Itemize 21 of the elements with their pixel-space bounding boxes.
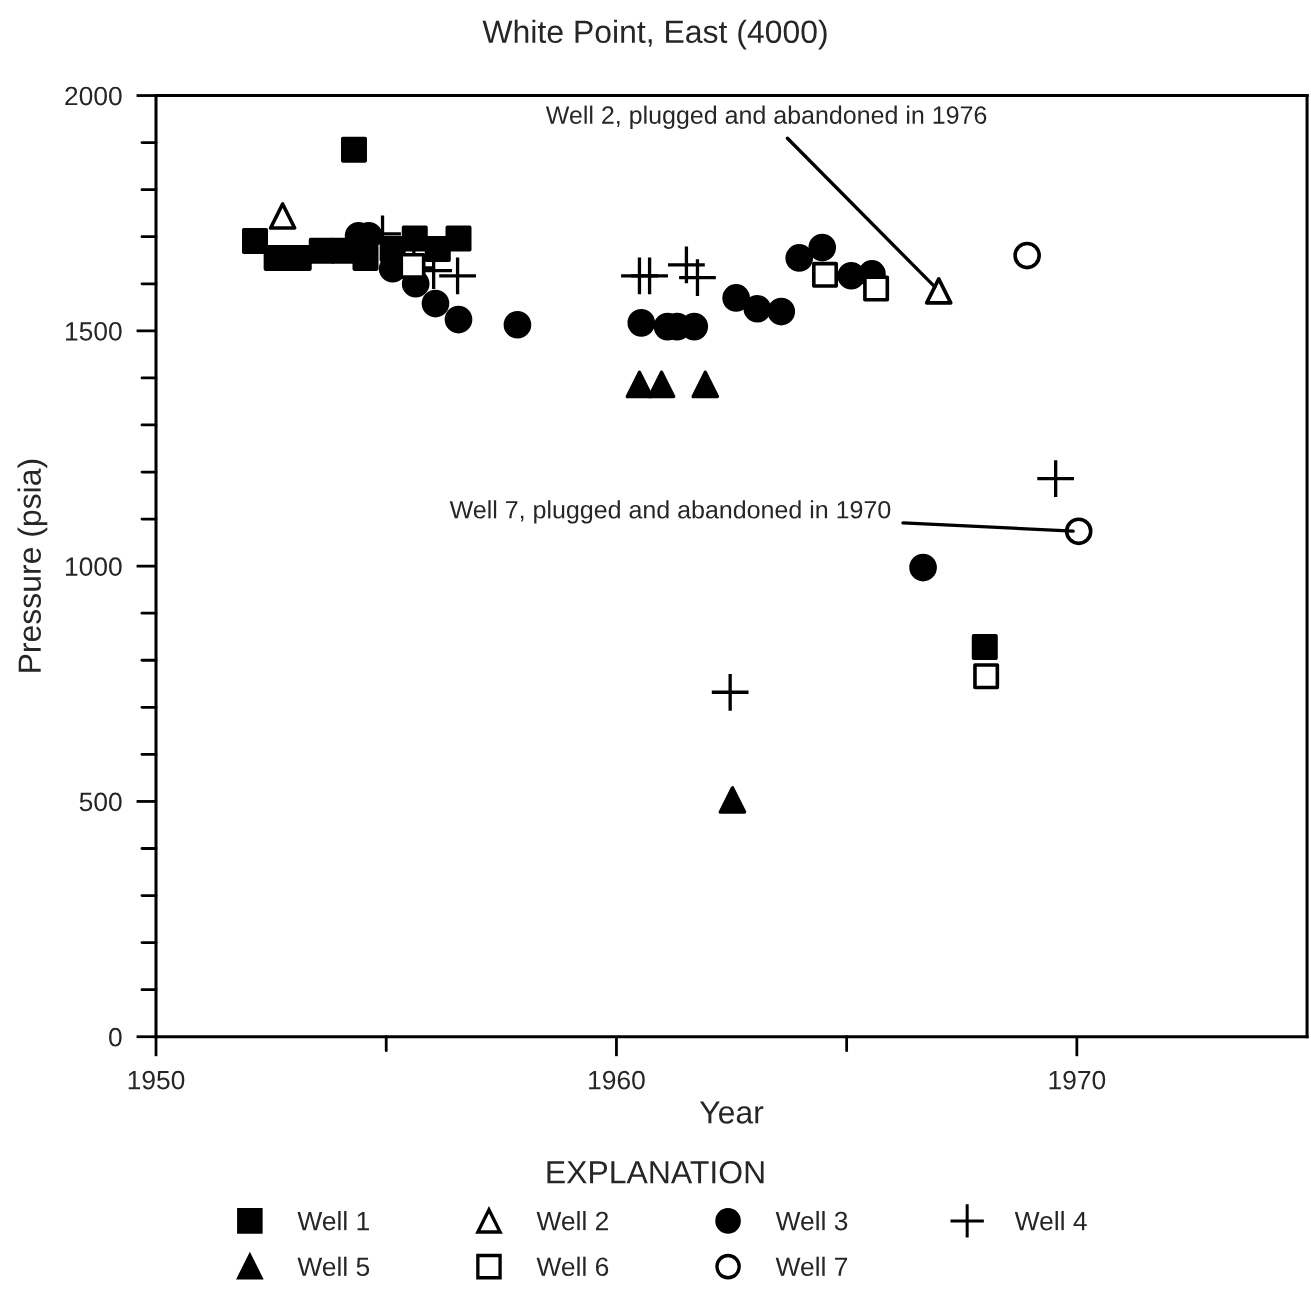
x-tick-label: 1960 (589, 1070, 645, 1090)
x-tick-label: 1950 (128, 1070, 185, 1090)
annotation: Well 7, plugged and abandoned in 1970 (449, 500, 891, 524)
y-tick-label: 0 (109, 1027, 122, 1047)
y-tick-label: 1000 (65, 557, 122, 576)
legend-label: Well 6 (536, 1256, 609, 1277)
legend-label: Well 1 (297, 1211, 369, 1231)
x-axis-title: Year (699, 1101, 764, 1124)
legend-label: Well 5 (297, 1256, 370, 1277)
legend-title: EXPLANATION (547, 1160, 764, 1184)
annotation: Well 2, plugged and abandoned in 1976 (545, 105, 987, 129)
legend-label: Well 2 (536, 1211, 608, 1231)
legend-label: Well 7 (775, 1256, 848, 1277)
legend-label: Well 3 (775, 1211, 848, 1231)
chart-title: White Point, East (4000) (482, 19, 827, 50)
y-tick-label: 1500 (65, 321, 122, 341)
x-tick-label: 1970 (1049, 1070, 1106, 1090)
y-axis-title: Pressure (psia) (17, 459, 48, 672)
legend-label: Well 4 (1014, 1211, 1087, 1231)
y-tick-label: 500 (79, 792, 122, 812)
y-tick-label: 2000 (65, 86, 122, 106)
